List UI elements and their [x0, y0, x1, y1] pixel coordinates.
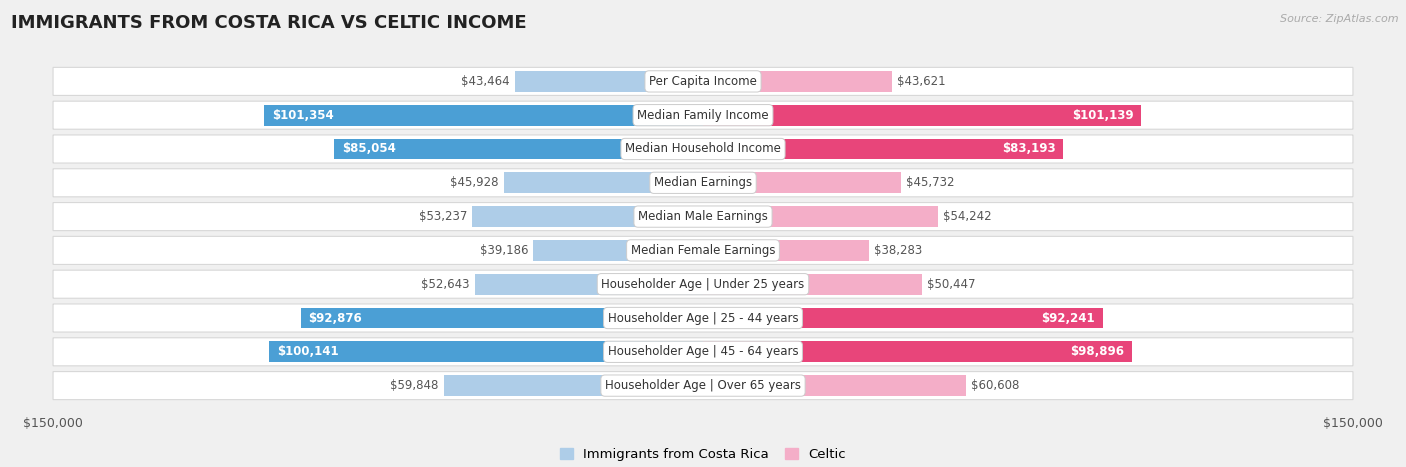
FancyBboxPatch shape [53, 203, 1353, 231]
Text: $53,237: $53,237 [419, 210, 467, 223]
Text: $45,928: $45,928 [450, 177, 499, 189]
Bar [533, 240, 703, 261]
Bar [515, 71, 703, 92]
Text: Householder Age | 45 - 64 years: Householder Age | 45 - 64 years [607, 345, 799, 358]
Text: $85,054: $85,054 [342, 142, 396, 156]
Text: Median Male Earnings: Median Male Earnings [638, 210, 768, 223]
Bar [444, 375, 703, 396]
Text: $43,464: $43,464 [461, 75, 509, 88]
Bar [703, 206, 938, 227]
Legend: Immigrants from Costa Rica, Celtic: Immigrants from Costa Rica, Celtic [560, 448, 846, 461]
Bar [503, 172, 703, 193]
Bar [703, 240, 869, 261]
Text: Median Female Earnings: Median Female Earnings [631, 244, 775, 257]
Bar [335, 139, 703, 159]
Text: Median Family Income: Median Family Income [637, 109, 769, 122]
FancyBboxPatch shape [53, 270, 1353, 298]
Text: Householder Age | Under 25 years: Householder Age | Under 25 years [602, 278, 804, 290]
Text: $54,242: $54,242 [943, 210, 991, 223]
FancyBboxPatch shape [53, 372, 1353, 400]
FancyBboxPatch shape [53, 338, 1353, 366]
Bar [703, 139, 1063, 159]
FancyBboxPatch shape [53, 304, 1353, 332]
Bar [472, 206, 703, 227]
Text: Per Capita Income: Per Capita Income [650, 75, 756, 88]
Text: $98,896: $98,896 [1070, 345, 1123, 358]
Text: $92,241: $92,241 [1042, 311, 1095, 325]
Text: $100,141: $100,141 [277, 345, 339, 358]
Text: $45,732: $45,732 [907, 177, 955, 189]
Text: $43,621: $43,621 [897, 75, 946, 88]
Bar [703, 375, 966, 396]
Bar [269, 341, 703, 362]
FancyBboxPatch shape [53, 169, 1353, 197]
Bar [703, 71, 891, 92]
Text: $83,193: $83,193 [1002, 142, 1056, 156]
Bar [703, 172, 901, 193]
Text: $92,876: $92,876 [308, 311, 363, 325]
Text: $59,848: $59,848 [389, 379, 439, 392]
Bar [301, 308, 703, 328]
FancyBboxPatch shape [53, 135, 1353, 163]
Text: $101,354: $101,354 [271, 109, 333, 122]
Text: Median Earnings: Median Earnings [654, 177, 752, 189]
Text: Median Household Income: Median Household Income [626, 142, 780, 156]
Text: $52,643: $52,643 [422, 278, 470, 290]
Text: $38,283: $38,283 [875, 244, 922, 257]
FancyBboxPatch shape [53, 101, 1353, 129]
Text: IMMIGRANTS FROM COSTA RICA VS CELTIC INCOME: IMMIGRANTS FROM COSTA RICA VS CELTIC INC… [11, 14, 527, 32]
FancyBboxPatch shape [53, 67, 1353, 95]
Text: $60,608: $60,608 [970, 379, 1019, 392]
Text: $101,139: $101,139 [1071, 109, 1133, 122]
Bar [703, 341, 1132, 362]
Bar [703, 105, 1142, 126]
Bar [475, 274, 703, 295]
FancyBboxPatch shape [53, 236, 1353, 264]
Text: $39,186: $39,186 [479, 244, 529, 257]
Text: Householder Age | 25 - 44 years: Householder Age | 25 - 44 years [607, 311, 799, 325]
Text: $50,447: $50,447 [927, 278, 976, 290]
Bar [703, 274, 921, 295]
Text: Source: ZipAtlas.com: Source: ZipAtlas.com [1281, 14, 1399, 24]
Text: Householder Age | Over 65 years: Householder Age | Over 65 years [605, 379, 801, 392]
Bar [264, 105, 703, 126]
Bar [703, 308, 1102, 328]
